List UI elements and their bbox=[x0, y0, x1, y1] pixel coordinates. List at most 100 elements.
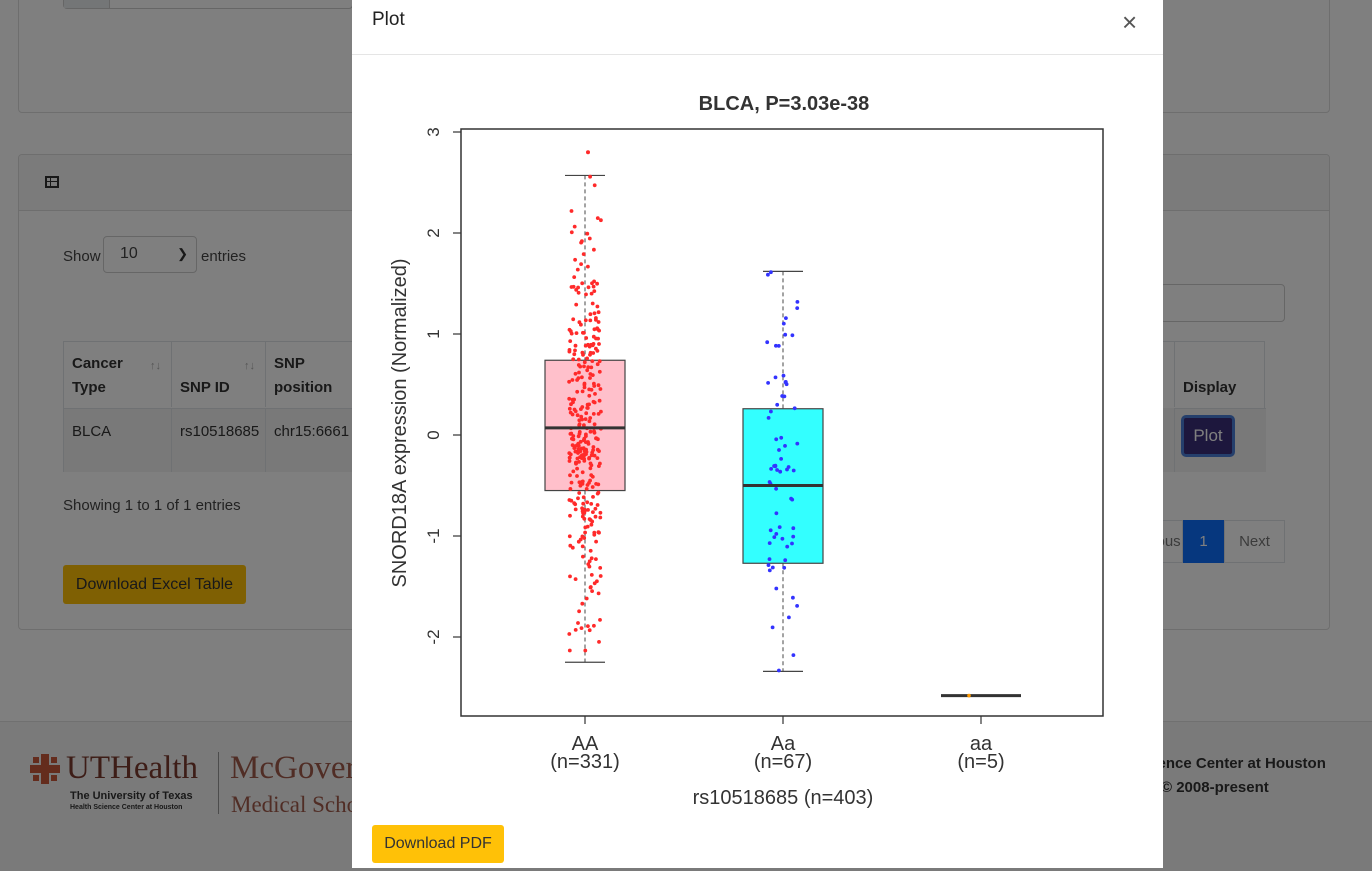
plot-frame bbox=[460, 128, 1104, 717]
data-point bbox=[598, 618, 602, 622]
data-point bbox=[573, 628, 578, 632]
data-point bbox=[595, 326, 600, 331]
data-point bbox=[588, 548, 593, 553]
data-point bbox=[568, 513, 572, 518]
data-point bbox=[773, 463, 778, 468]
data-point bbox=[580, 375, 584, 380]
data-point bbox=[567, 451, 572, 455]
data-point bbox=[577, 423, 582, 427]
data-point bbox=[569, 209, 574, 213]
data-point bbox=[583, 318, 588, 323]
data-point bbox=[587, 517, 592, 521]
data-point bbox=[572, 352, 577, 357]
data-point bbox=[766, 272, 770, 277]
data-points bbox=[765, 270, 800, 673]
data-point bbox=[588, 429, 593, 434]
data-point bbox=[574, 331, 579, 335]
y-tick-label: 1 bbox=[424, 329, 443, 338]
data-point bbox=[576, 434, 581, 439]
data-point bbox=[595, 281, 599, 286]
data-point bbox=[766, 381, 770, 385]
data-point bbox=[579, 626, 584, 630]
data-point bbox=[767, 480, 772, 484]
data-point bbox=[783, 558, 788, 563]
data-point bbox=[582, 423, 586, 428]
data-point bbox=[598, 510, 603, 515]
data-point bbox=[592, 311, 597, 316]
data-point bbox=[773, 375, 778, 380]
data-point bbox=[774, 532, 779, 536]
data-point bbox=[588, 318, 593, 323]
data-point bbox=[567, 406, 572, 411]
data-point bbox=[577, 480, 582, 485]
download-pdf-button[interactable]: Download PDF bbox=[372, 825, 504, 863]
data-point bbox=[579, 407, 583, 411]
data-point bbox=[590, 474, 595, 479]
data-point bbox=[587, 564, 592, 569]
close-icon[interactable]: × bbox=[1122, 7, 1138, 37]
data-point bbox=[576, 447, 581, 451]
data-point bbox=[593, 514, 598, 519]
data-point bbox=[580, 482, 585, 486]
data-point bbox=[770, 565, 775, 570]
data-point bbox=[568, 487, 573, 491]
data-point bbox=[772, 535, 777, 539]
data-point bbox=[582, 459, 587, 463]
data-point bbox=[580, 281, 585, 286]
data-point bbox=[573, 348, 577, 353]
data-point bbox=[780, 394, 785, 398]
data-point bbox=[567, 534, 572, 539]
data-point bbox=[774, 486, 778, 491]
data-point bbox=[592, 581, 597, 586]
data-point bbox=[588, 174, 592, 179]
data-point bbox=[592, 530, 597, 535]
data-point bbox=[581, 330, 585, 335]
data-point bbox=[568, 339, 573, 343]
data-point bbox=[598, 574, 603, 578]
data-point bbox=[570, 378, 575, 382]
data-point bbox=[585, 356, 589, 361]
data-point bbox=[583, 417, 588, 421]
data-point bbox=[589, 502, 594, 506]
data-point bbox=[587, 236, 592, 241]
data-point bbox=[568, 574, 572, 579]
data-point bbox=[592, 279, 596, 284]
data-point bbox=[767, 557, 772, 561]
data-point bbox=[580, 514, 585, 519]
data-point bbox=[582, 536, 587, 540]
data-point bbox=[571, 469, 576, 474]
data-point bbox=[585, 524, 590, 529]
data-point bbox=[590, 373, 595, 377]
data-point bbox=[567, 349, 572, 354]
data-point bbox=[585, 406, 590, 410]
data-point bbox=[586, 365, 591, 370]
data-point bbox=[791, 595, 795, 600]
data-point bbox=[576, 285, 580, 290]
data-point bbox=[577, 491, 582, 495]
data-point bbox=[587, 456, 591, 461]
data-point bbox=[594, 482, 598, 486]
data-point bbox=[780, 536, 785, 541]
data-point bbox=[777, 448, 781, 452]
data-point bbox=[596, 320, 601, 324]
data-point bbox=[595, 503, 600, 507]
data-point bbox=[576, 357, 581, 362]
data-point bbox=[586, 264, 590, 269]
data-point bbox=[568, 410, 573, 415]
x-tick-label: Aa bbox=[771, 733, 796, 755]
data-point bbox=[784, 316, 788, 320]
data-point bbox=[592, 430, 597, 435]
x-tick-label: aa bbox=[970, 733, 993, 755]
data-point bbox=[584, 411, 589, 416]
data-point bbox=[767, 541, 772, 545]
y-tick-label: 0 bbox=[424, 430, 443, 439]
data-point bbox=[595, 304, 600, 309]
data-point bbox=[596, 310, 601, 315]
data-point bbox=[581, 252, 586, 256]
data-point bbox=[592, 183, 597, 188]
data-point bbox=[588, 466, 593, 471]
data-point bbox=[587, 387, 592, 392]
data-point bbox=[580, 350, 585, 355]
data-point bbox=[581, 495, 586, 500]
data-point bbox=[769, 467, 773, 471]
